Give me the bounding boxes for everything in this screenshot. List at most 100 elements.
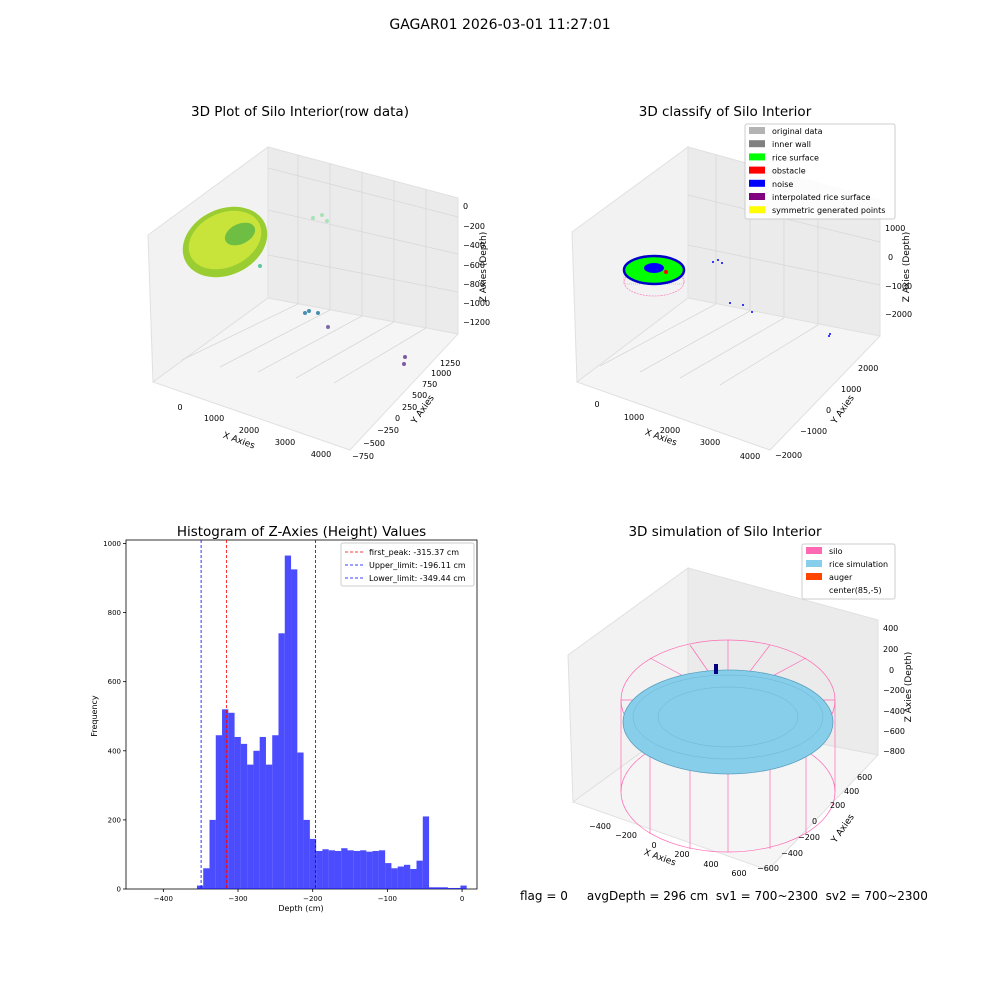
legend-swatch <box>749 153 765 161</box>
tick-label: 0 <box>888 253 893 262</box>
tick-label: 0 <box>463 202 468 211</box>
histogram-bar <box>378 850 386 889</box>
histogram-bar <box>435 887 442 889</box>
tick-label: 750 <box>422 380 437 389</box>
classify-z-ticks: 1000 0 −1000 −2000 <box>885 224 912 319</box>
histogram-bar <box>247 764 254 889</box>
histogram-bar <box>278 633 285 889</box>
tick-label: 200 <box>830 801 845 810</box>
histogram-bar <box>397 866 404 889</box>
tick-label: 3000 <box>275 438 295 447</box>
legend-label: rice surface <box>772 153 819 162</box>
legend-box <box>801 543 896 600</box>
tick-label: −800 <box>463 280 485 289</box>
histogram-title: Histogram of Z-Axies (Height) Values <box>176 524 427 540</box>
tick-label: −200 <box>615 831 637 840</box>
y-tick-label: 1000 <box>103 540 121 548</box>
tick-label: 2000 <box>239 426 259 435</box>
classify-point-cloud <box>622 254 831 337</box>
legend-swatch <box>749 140 765 148</box>
simulation-3d-plot: −400 −200 0 200 400 600 X Axies −600 −40… <box>567 543 914 878</box>
legend-label: inner wall <box>772 140 811 149</box>
legend-label: silo <box>829 547 843 556</box>
raw-point-cloud <box>182 206 407 366</box>
tick-label: −750 <box>352 452 374 461</box>
histogram-bar <box>460 885 467 889</box>
histogram-bar <box>403 864 411 889</box>
tick-label: −1000 <box>800 427 827 436</box>
tick-label: 200 <box>674 850 689 859</box>
histogram-y-label: Frequency <box>90 695 99 737</box>
histogram-bar <box>253 750 260 889</box>
simulation-z-ticks: 400 200 0 −200 −400 −600 −800 <box>883 624 905 756</box>
histogram-bar <box>454 887 461 889</box>
tick-label: −200 <box>798 833 820 842</box>
legend-swatch <box>749 127 765 134</box>
histogram-bar <box>447 887 455 889</box>
tick-label: 400 <box>883 624 898 633</box>
tick-label: 3000 <box>700 438 720 447</box>
histogram-bar <box>441 887 448 889</box>
histogram-bar <box>353 850 361 889</box>
legend-label: obstacle <box>772 167 806 176</box>
simulation-y-ticks: −600 −400 −200 0 200 400 600 <box>757 773 872 873</box>
legend-swatch <box>806 560 822 567</box>
histogram-bar <box>234 736 241 889</box>
legend-label: Lower_limit: -349.44 cm <box>369 574 466 583</box>
tick-label: 0 <box>651 841 656 850</box>
simulation-legend: silo rice simulation auger center(85,-5) <box>801 543 896 600</box>
histogram-bar <box>334 850 342 889</box>
status-footer: flag = 0 avgDepth = 296 cm sv1 = 700~230… <box>520 889 928 903</box>
histogram-bar <box>196 885 204 889</box>
classify-3d-plot: 0 1000 2000 3000 4000 X Axies −2000 −100… <box>571 123 912 461</box>
histogram-bar <box>265 764 273 889</box>
legend-label: symmetric generated points <box>772 206 885 215</box>
tick-label: 0 <box>812 817 817 826</box>
legend-label: rice simulation <box>829 560 888 569</box>
histogram-x-label: Depth (cm) <box>278 904 323 913</box>
histogram-legend: first_peak: -315.37 cm Upper_limit: -196.… <box>340 542 475 587</box>
tick-label: −500 <box>363 439 385 448</box>
classify-legend: original data inner wall rice surface obsta… <box>744 123 896 220</box>
x-tick-label: −400 <box>154 895 173 903</box>
tick-label: 4000 <box>311 450 331 459</box>
histogram-bar <box>422 816 430 889</box>
histogram-bar <box>429 887 436 889</box>
raw-gridlines <box>181 155 459 384</box>
histogram-bar <box>360 850 367 889</box>
tick-label: 0 <box>594 400 599 409</box>
tick-label: 0 <box>826 406 831 415</box>
histogram-bar <box>341 848 348 889</box>
histogram-bar <box>209 819 216 889</box>
tick-label: −400 <box>463 241 485 250</box>
histogram-bar <box>297 752 304 889</box>
histogram-bar <box>259 736 266 889</box>
legend-label: original data <box>772 127 823 136</box>
legend-label: auger <box>829 573 853 582</box>
tick-label: −1000 <box>463 299 490 308</box>
histogram-bar <box>291 569 298 889</box>
classify-floor-pane <box>575 297 881 451</box>
tick-label: −400 <box>781 849 803 858</box>
tick-label: −1000 <box>885 282 912 291</box>
auger-marker <box>714 664 718 674</box>
histogram-bar <box>228 712 235 889</box>
simulation-plot-title: 3D simulation of Silo Interior <box>628 524 822 540</box>
tick-label: −600 <box>883 727 905 736</box>
x-tick-label: −300 <box>228 895 247 903</box>
histogram-bar <box>385 863 392 889</box>
histogram-bar <box>284 555 292 889</box>
classify-z-label: Z Axies (Depth) <box>902 232 912 303</box>
histogram-bar <box>416 860 423 889</box>
histogram-bar <box>347 850 354 889</box>
legend-swatch <box>749 179 765 187</box>
histogram-threshold-lines <box>200 540 317 889</box>
tick-label: 1000 <box>624 413 644 422</box>
legend-label: noise <box>772 180 793 189</box>
histogram-bar <box>309 838 317 889</box>
histogram-bar <box>316 850 323 889</box>
classify-plot-title: 3D classify of Silo Interior <box>638 104 812 120</box>
tick-label: −200 <box>463 222 485 231</box>
tick-label: 200 <box>883 645 898 654</box>
legend-swatch <box>806 547 822 554</box>
